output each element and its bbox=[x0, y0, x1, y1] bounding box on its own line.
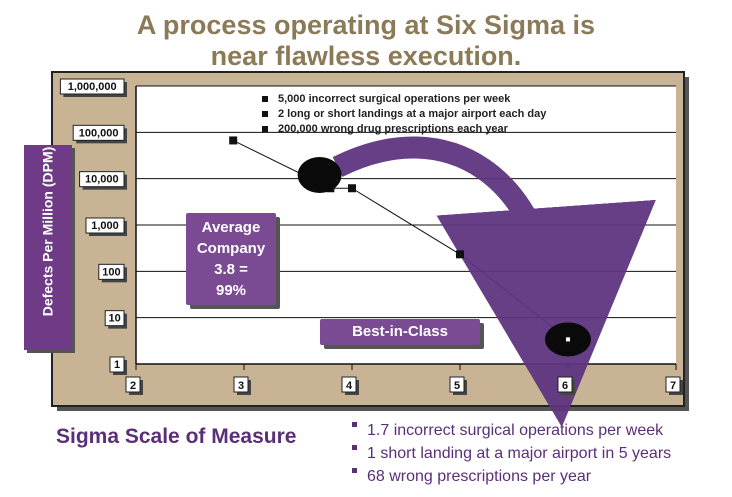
highlight-point-marker bbox=[565, 336, 571, 343]
y-tick-label: 1,000,000 bbox=[68, 81, 117, 93]
best-in-class-callout: Best-in-Class bbox=[320, 319, 480, 345]
highlight-blob bbox=[297, 156, 342, 193]
list-item-label: 1.7 incorrect surgical operations per we… bbox=[367, 422, 664, 439]
x-axis-title: Sigma Scale of Measure bbox=[56, 425, 297, 448]
x-tick-box bbox=[125, 376, 141, 393]
y-tick-label: 1,000 bbox=[91, 220, 119, 232]
data-point bbox=[229, 136, 238, 145]
x-tick-label: 7 bbox=[670, 380, 676, 392]
x-tick-box bbox=[665, 376, 681, 393]
bullet-square-icon bbox=[352, 445, 357, 450]
callout-line: Average bbox=[201, 219, 261, 236]
callout-line: 99% bbox=[215, 282, 247, 299]
x-tick-box bbox=[233, 376, 249, 393]
y-tick-box bbox=[104, 310, 125, 327]
y-tick-box bbox=[79, 171, 125, 188]
x-tick-box bbox=[557, 376, 573, 393]
legend-item: 2 long or short landings at a major airp… bbox=[262, 107, 546, 122]
x-tick-label: 2 bbox=[130, 380, 136, 392]
y-tick-box bbox=[59, 78, 125, 95]
y-tick-label: 1 bbox=[114, 359, 120, 371]
list-item: 1.7 incorrect surgical operations per we… bbox=[352, 419, 671, 442]
bullet-square-icon bbox=[262, 96, 268, 103]
legend-item-label: 200,000 wrong drug prescriptions each ye… bbox=[278, 123, 508, 135]
y-tick-label: 10,000 bbox=[85, 174, 119, 186]
legend-item-label: 5,000 incorrect surgical operations per … bbox=[278, 93, 511, 105]
legend-item-label: 2 long or short landings at a major airp… bbox=[278, 108, 547, 120]
x-tick-label: 6 bbox=[562, 380, 568, 392]
y-axis-label-box: Defects Per Million (DPM) bbox=[24, 145, 72, 350]
x-tick-label: 5 bbox=[454, 380, 460, 392]
x-tick-box bbox=[341, 376, 357, 393]
legend-top: 5,000 incorrect surgical operations per … bbox=[262, 92, 546, 137]
callout-line: Company bbox=[196, 240, 266, 257]
six-sigma-list: 1.7 incorrect surgical operations per we… bbox=[352, 419, 671, 488]
x-tick-label: 4 bbox=[346, 380, 353, 392]
x-tick-box bbox=[449, 376, 465, 393]
bullet-square-icon bbox=[352, 422, 357, 427]
y-axis-label: Defects Per Million (DPM) bbox=[39, 146, 56, 317]
list-item: 68 wrong prescriptions per year bbox=[352, 465, 671, 488]
bullet-square-icon bbox=[262, 126, 268, 133]
list-item-label: 68 wrong prescriptions per year bbox=[367, 468, 592, 485]
bullet-square-icon bbox=[352, 468, 357, 473]
x-tick-label: 3 bbox=[238, 380, 244, 392]
bullet-square-icon bbox=[262, 111, 268, 118]
y-tick-box bbox=[98, 263, 125, 280]
list-item-label: 1 short landing at a major airport in 5 … bbox=[367, 445, 672, 462]
legend-item: 5,000 incorrect surgical operations per … bbox=[262, 92, 546, 107]
legend-item: 200,000 wrong drug prescriptions each ye… bbox=[262, 122, 546, 137]
y-tick-box bbox=[72, 124, 125, 141]
y-tick-label: 100,000 bbox=[79, 127, 119, 139]
y-tick-label: 100 bbox=[102, 266, 120, 278]
page-title: A process operating at Six Sigma is bbox=[136, 10, 596, 40]
data-point bbox=[456, 250, 464, 259]
average-company-callout: Average Company 3.8 = 99% bbox=[186, 213, 276, 305]
y-tick-box bbox=[85, 217, 125, 234]
page-title-line2: near flawless execution. bbox=[210, 41, 522, 71]
y-tick-box bbox=[109, 356, 125, 373]
list-item: 1 short landing at a major airport in 5 … bbox=[352, 442, 671, 465]
y-tick-label: 10 bbox=[108, 313, 120, 325]
data-point bbox=[348, 184, 356, 193]
callout-line: 3.8 = bbox=[214, 261, 248, 278]
trend-arrow bbox=[332, 136, 656, 428]
